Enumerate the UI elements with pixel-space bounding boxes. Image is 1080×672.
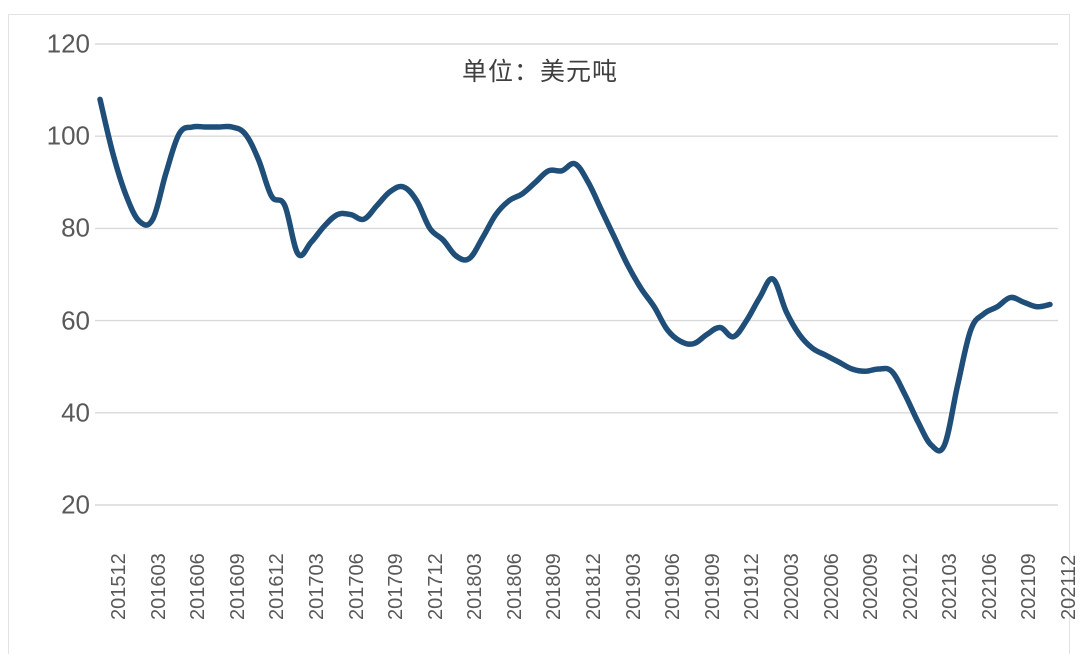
x-axis-tick-label: 201512 — [108, 553, 130, 620]
y-axis-tick-label: 60 — [61, 305, 90, 336]
x-axis-tick-label: 201912 — [741, 553, 764, 620]
x-axis-tick-label: 201906 — [662, 553, 685, 620]
x-axis-tick-label: 202103 — [939, 553, 962, 620]
x-axis-tick-label: 202112 — [1058, 554, 1080, 620]
x-axis-tick-label: 201806 — [503, 553, 526, 620]
x-axis-tick-label: 201812 — [583, 553, 605, 620]
x-axis-tick-label: 201612 — [266, 553, 289, 620]
y-axis-tick-label: 20 — [61, 489, 90, 520]
x-axis-tick-label: 201712 — [424, 553, 447, 620]
data-series-line — [97, 96, 1053, 454]
x-axis-tick-label: 202003 — [780, 553, 803, 620]
x-axis-tick-label: 201803 — [464, 553, 487, 620]
y-axis-tick-label: 120 — [46, 28, 90, 59]
chart-title: 单位：美元吨 — [461, 57, 618, 86]
x-axis-tick-label: 201603 — [147, 553, 170, 620]
x-axis-tick-label: 201706 — [345, 553, 368, 620]
y-axis-tick-label: 100 — [46, 120, 90, 151]
plot-frame — [8, 14, 1070, 654]
x-axis-tick-label: 201809 — [543, 553, 566, 620]
y-axis-tick-label: 40 — [61, 397, 90, 428]
x-axis-tick-label: 201709 — [385, 553, 408, 620]
x-axis-tick-label: 201609 — [226, 553, 249, 620]
x-axis-tick-label: 202012 — [899, 553, 922, 620]
x-axis-tick-label: 202009 — [860, 553, 883, 620]
y-axis-tick-labels: 20 40 60 80 100 120 — [16, 0, 90, 672]
x-axis-tick-label: 201909 — [701, 553, 724, 620]
x-axis-tick-label: 201606 — [187, 553, 210, 620]
x-axis-tick-label: 202106 — [978, 553, 1001, 620]
x-axis-tick-label: 201903 — [622, 553, 645, 620]
x-axis-tick-label: 201703 — [305, 553, 328, 620]
gridlines — [95, 43, 1058, 506]
x-axis-tick-label: 202109 — [1018, 553, 1041, 620]
y-axis-tick-label: 80 — [61, 212, 90, 243]
x-axis-tick-label: 202006 — [820, 553, 843, 620]
